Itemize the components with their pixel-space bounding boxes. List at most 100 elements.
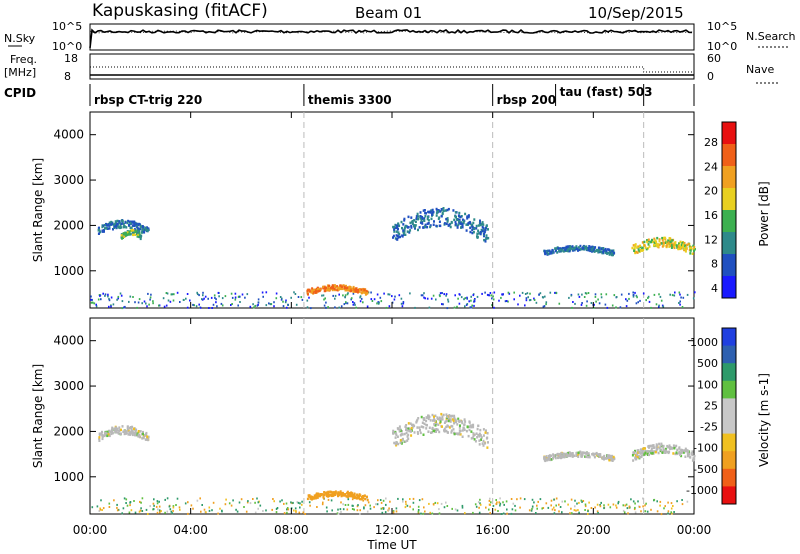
scatter-cell xyxy=(146,305,148,308)
scatter-cell xyxy=(347,292,349,295)
echo-cell xyxy=(671,239,674,242)
echo-cell xyxy=(321,493,323,496)
echo-cell xyxy=(444,209,447,212)
echo-cell xyxy=(409,428,412,431)
echo-cell xyxy=(103,224,106,227)
echo-cell xyxy=(363,288,366,291)
scatter-cell xyxy=(379,499,382,501)
scatter-cell xyxy=(638,505,640,508)
scatter-cell xyxy=(110,305,112,308)
scatter-cell xyxy=(375,503,377,506)
scatter-cell xyxy=(533,299,536,301)
echo-cell xyxy=(661,245,664,248)
echo-cell xyxy=(661,236,664,240)
echo-cell xyxy=(97,227,100,230)
echo-cell xyxy=(485,429,487,432)
echo-cell xyxy=(647,238,650,241)
echo-cell xyxy=(392,234,395,238)
scatter-cell xyxy=(282,300,284,303)
echo-cell xyxy=(479,232,482,236)
scatter-cell xyxy=(187,512,189,515)
echo-cell xyxy=(445,222,448,226)
echo-cell xyxy=(441,418,444,421)
echo-cell xyxy=(600,250,603,253)
scatter-cell xyxy=(270,303,273,306)
scatter-cell xyxy=(615,296,618,298)
echo-cell xyxy=(423,209,426,212)
scatter-cell xyxy=(275,297,278,300)
echo-cell xyxy=(133,220,136,224)
scatter-cell xyxy=(325,301,327,304)
scatter-cell xyxy=(519,497,522,500)
scatter-cell xyxy=(230,504,233,507)
scatter-cell xyxy=(164,498,166,501)
echo-cell xyxy=(439,421,442,425)
echo-cell xyxy=(453,422,456,425)
echo-cell xyxy=(125,232,128,235)
echo-cell xyxy=(684,455,687,458)
echo-cell xyxy=(413,431,416,434)
echo-cell xyxy=(660,242,663,245)
echo-cell xyxy=(363,494,366,498)
scatter-cell xyxy=(287,303,289,306)
scatter-cell xyxy=(656,510,659,513)
echo-cell xyxy=(421,221,423,224)
scatter-cell xyxy=(203,508,206,511)
echo-cell xyxy=(449,420,452,423)
echo-cell xyxy=(668,444,671,447)
echo-cell xyxy=(649,444,652,448)
echo-cell xyxy=(399,441,402,445)
echo-cell xyxy=(113,427,116,430)
echo-cell xyxy=(636,251,639,254)
echo-cell xyxy=(667,241,670,244)
echo-cell xyxy=(597,251,600,254)
echo-cell xyxy=(669,242,671,246)
echo-cell xyxy=(129,432,132,436)
scatter-cell xyxy=(166,497,169,500)
echo-cell xyxy=(484,228,487,232)
scatter-cell xyxy=(367,291,370,294)
scatter-cell xyxy=(538,293,540,296)
scatter-cell xyxy=(423,296,425,299)
scatter-cell xyxy=(642,292,645,295)
echo-cell xyxy=(328,494,331,497)
scatter-cell xyxy=(196,291,198,294)
echo-cell xyxy=(317,288,319,291)
scatter-cell xyxy=(619,306,622,309)
echo-cell xyxy=(483,234,485,238)
echo-cell xyxy=(308,495,311,498)
echo-cell xyxy=(445,429,448,433)
echo-cell xyxy=(101,437,104,441)
echo-cell xyxy=(609,458,612,462)
echo-cell xyxy=(647,247,650,250)
colorbar-band xyxy=(722,254,736,277)
scatter-cell xyxy=(495,499,497,501)
scatter-cell xyxy=(342,508,345,511)
date-title: 10/Sep/2015 xyxy=(588,4,684,22)
echo-cell xyxy=(693,249,695,252)
scatter-cell xyxy=(667,512,669,515)
scatter-cell xyxy=(139,500,141,503)
scatter-cell xyxy=(224,503,227,506)
echo-cell xyxy=(557,247,560,250)
echo-cell xyxy=(484,431,487,434)
colorbar-band xyxy=(722,363,736,382)
echo-cell xyxy=(414,220,417,223)
scatter-cell xyxy=(330,499,333,502)
scatter-cell xyxy=(376,293,379,296)
scatter-cell xyxy=(542,305,545,308)
echo-cell xyxy=(424,223,427,227)
echo-cell xyxy=(399,235,401,239)
scatter-cell xyxy=(542,296,544,299)
scatter-cell xyxy=(391,295,393,298)
scatter-cell xyxy=(506,508,508,511)
scatter-cell xyxy=(672,505,674,507)
echo-cell xyxy=(339,284,342,287)
echo-cell xyxy=(435,207,438,211)
echo-cell xyxy=(554,247,557,250)
echo-cell xyxy=(457,223,460,226)
echo-cell xyxy=(647,450,650,453)
echo-cell xyxy=(654,239,657,242)
scatter-cell xyxy=(536,504,538,507)
